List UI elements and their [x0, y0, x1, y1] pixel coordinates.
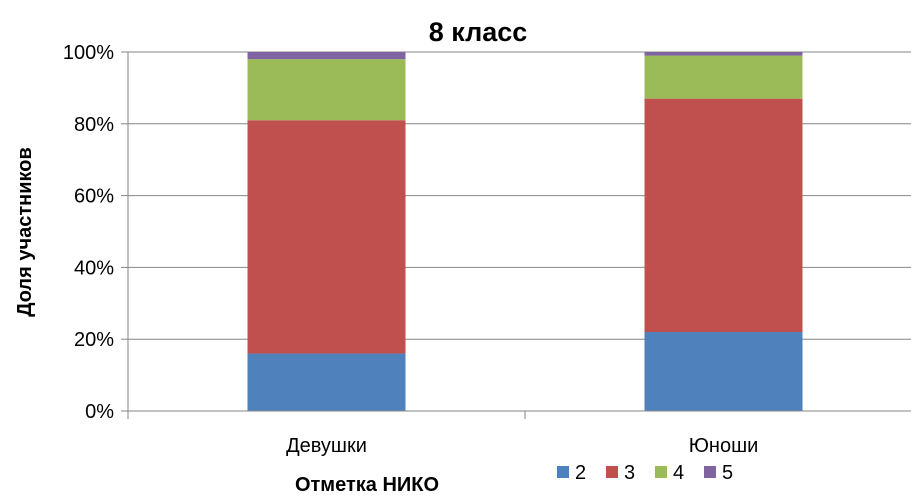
bar-segment-2 [644, 332, 803, 411]
bar-segment-3 [644, 98, 803, 333]
legend-label-4: 4 [673, 462, 684, 484]
bar-segment-3 [247, 120, 406, 354]
legend-swatch-3 [606, 466, 618, 478]
bar-segment-5 [644, 52, 803, 56]
legend: 2 3 4 5 [557, 462, 733, 484]
y-tick-label: 80% [74, 114, 114, 136]
y-tick-label: 60% [74, 186, 114, 208]
y-tick-label: 100% [63, 42, 114, 64]
bar-segment-4 [644, 55, 803, 99]
bar-segment-5 [247, 52, 406, 60]
legend-swatch-2 [557, 466, 569, 478]
y-tick-label: 0% [85, 401, 114, 423]
axes: 0% 20% 40% 60% 80% 100% Девушки Юноши [63, 42, 911, 457]
x-tick-label: Девушки [286, 435, 367, 457]
legend-swatch-5 [704, 466, 716, 478]
bars [247, 52, 803, 411]
legend-label-5: 5 [722, 462, 733, 484]
legend-label-3: 3 [624, 462, 635, 484]
legend-swatch-4 [655, 466, 667, 478]
y-tick-label: 20% [74, 329, 114, 351]
y-tick-label: 40% [74, 257, 114, 279]
legend-label-2: 2 [575, 462, 586, 484]
x-tick-label: Юноши [689, 435, 759, 457]
bar-segment-4 [247, 59, 406, 121]
y-axis-title: Доля участников [14, 147, 36, 317]
chart-title: 8 класс [429, 17, 528, 47]
x-axis-title: Отметка НИКО [295, 474, 439, 496]
bar-segment-2 [247, 353, 406, 411]
